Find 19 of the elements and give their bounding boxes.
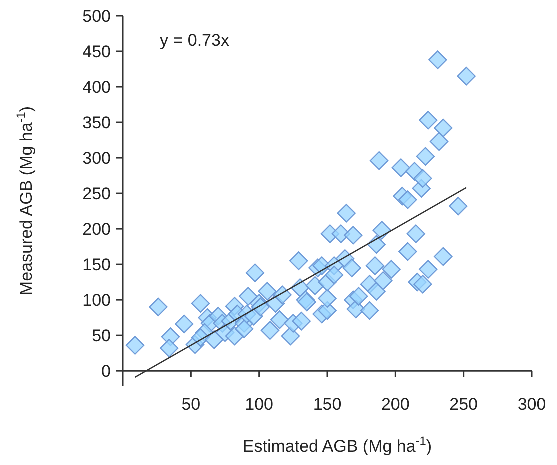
x-tick-label: 300 xyxy=(518,395,546,414)
y-tick-label: 250 xyxy=(82,184,111,204)
x-tick-label: 50 xyxy=(182,395,201,414)
y-tick-label: 0 xyxy=(102,362,111,382)
x-axis-title: Estimated AGB (Mg ha$^{-1}$) xyxy=(242,434,432,456)
y-tick-label: 400 xyxy=(82,78,111,97)
x-tick-label: 150 xyxy=(313,395,342,414)
y-tick-label: 500 xyxy=(82,6,111,26)
y-tick-label: 300 xyxy=(82,148,111,168)
x-tick-label: 200 xyxy=(381,395,410,414)
y-tick-label: 150 xyxy=(82,256,111,275)
y-tick-label: 450 xyxy=(82,42,111,62)
x-tick-label: 250 xyxy=(450,395,478,414)
y-tick-label: 200 xyxy=(82,220,111,239)
x-tick-label: 100 xyxy=(245,395,274,414)
y-tick-label: 100 xyxy=(82,291,111,310)
y-tick-label: 350 xyxy=(82,113,111,132)
annotation: y = 0.73x xyxy=(160,31,230,50)
y-tick-label: 50 xyxy=(92,326,111,346)
